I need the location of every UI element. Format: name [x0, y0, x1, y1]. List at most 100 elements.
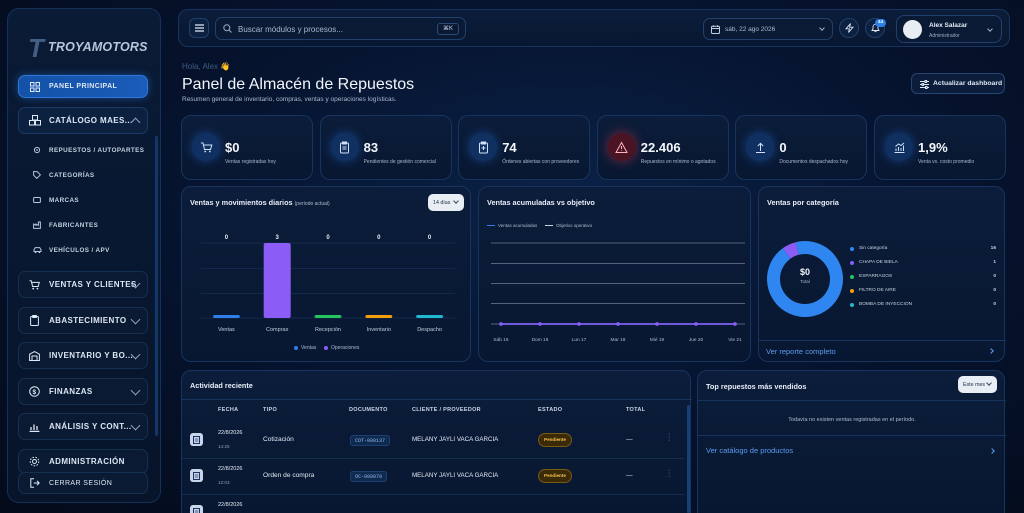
analytics-icon [28, 420, 41, 433]
grid-icon [28, 80, 41, 93]
divider [182, 399, 692, 400]
refresh-dashboard-button[interactable]: Actualizar dashboard [911, 73, 1005, 94]
top-parts-period-select[interactable]: Este mes [958, 376, 997, 393]
sidebar-item-label: FINANZAS [49, 387, 93, 396]
view-report-label: Ver reporte completo [766, 347, 836, 356]
sidebar-group-finanzas[interactable]: $ FINANZAS [18, 378, 148, 405]
legend-label: Operaciones [331, 345, 360, 351]
row-document[interactable]: COT-000137 [350, 435, 391, 446]
data-point[interactable] [694, 322, 698, 326]
quick-actions-button[interactable] [839, 18, 859, 38]
chevron-down-icon [130, 420, 141, 431]
sidebar-subitem-vehiculos[interactable]: VEHÍCULOS / APV [33, 243, 110, 257]
legend-label: Ventas acumuladas [498, 223, 538, 228]
brand-logo[interactable]: T TROYAMOTORS [26, 29, 148, 63]
upload-icon [746, 133, 775, 161]
legend-dot [850, 275, 854, 279]
logo-mark: T [28, 33, 44, 63]
sidebar-item-panel-principal[interactable]: PANEL PRINCIPAL [18, 75, 148, 98]
data-point[interactable] [538, 322, 542, 326]
table-scrollbar[interactable] [687, 405, 690, 513]
kpi-value: 1,9% [918, 140, 948, 155]
kpi-label: Repuestos en mínimo o agotados [640, 159, 716, 165]
sidebar-subitem-fabricantes[interactable]: FABRICANTES [33, 218, 98, 232]
bar[interactable] [212, 315, 240, 318]
view-catalog-link[interactable]: Ver catálogo de productos [706, 446, 793, 455]
row-divider [182, 458, 684, 459]
search-input[interactable] [238, 21, 438, 37]
data-point[interactable] [733, 322, 737, 326]
bar[interactable] [416, 315, 444, 318]
kpi-value: 0 [779, 140, 787, 155]
data-point[interactable] [499, 322, 503, 326]
calendar-icon [711, 25, 720, 34]
pie-slice[interactable] [782, 242, 799, 259]
sliders-icon [920, 80, 929, 89]
bar-value-label: 3 [276, 235, 280, 241]
sidebar-subitem-marcas[interactable]: MARCAS [33, 193, 79, 207]
cumulative-sales-card: Ventas acumuladas vs objetivo Ventas acu… [478, 186, 751, 362]
dollar-icon: $ [28, 385, 41, 398]
sidebar-group-abastecimiento[interactable]: ABASTECIMIENTO [18, 307, 148, 334]
view-report-link[interactable]: Ver reporte completo [766, 347, 836, 356]
sidebar-item-label: VENTAS Y CLIENTES [49, 280, 137, 289]
category-count: 0 [993, 274, 996, 279]
data-point[interactable] [577, 322, 581, 326]
bar[interactable] [263, 243, 291, 318]
menu-toggle-button[interactable] [189, 18, 209, 38]
row-time: 14:25 [218, 444, 230, 449]
row-type: Orden de compra [263, 472, 315, 479]
logout-button[interactable]: CERRAR SESIÓN [18, 472, 148, 494]
kpi-label: Pendientes de gestión comercial [363, 159, 436, 165]
logo-text: TROYAMOTORS [48, 40, 148, 54]
shortcut-hint: ⌘K [436, 23, 459, 35]
pie-slice[interactable] [767, 241, 843, 317]
row-actions-icon[interactable]: · · · [668, 467, 671, 480]
legend-dot [850, 289, 854, 293]
daily-bar-chart: 0 Ventas 3 Compras 0 Recepción 0 Inventario 0 Des… [201, 235, 455, 333]
legend-dot [850, 247, 854, 251]
sidebar-group-catalogo[interactable]: CATÁLOGO MAES... [18, 107, 148, 134]
sidebar-group-administracion[interactable]: ADMINISTRACIÓN [18, 449, 148, 474]
donut-center-value: $0 [799, 267, 810, 277]
category-name: FILTRO DE AIRE [859, 288, 896, 293]
kpi-card: $0 Ventas registradas hoy [181, 115, 313, 180]
row-document[interactable]: OC-000079 [350, 471, 388, 482]
data-point[interactable] [616, 322, 620, 326]
user-menu[interactable]: Alex Salazar Administrador [896, 15, 1002, 43]
x-tick-label: Vie 21 [728, 337, 742, 343]
trend-icon [885, 133, 913, 161]
x-tick-label: Mar 18 [611, 337, 626, 343]
sidebar-group-ventas[interactable]: VENTAS Y CLIENTES [18, 271, 148, 298]
legend-line [545, 225, 553, 226]
sidebar-scrollbar[interactable] [155, 136, 158, 436]
bar[interactable] [365, 315, 393, 318]
row-actions-icon[interactable]: · · · [668, 431, 671, 444]
period-select-value: 14 días [433, 199, 451, 206]
page-title: Panel de Almacén de Repuestos [182, 76, 415, 93]
logout-label: CERRAR SESIÓN [49, 479, 113, 487]
bar[interactable] [314, 315, 342, 318]
chevron-down-icon [987, 26, 993, 32]
sidebar-group-analisis[interactable]: ANÁLISIS Y CONT... [18, 413, 148, 440]
row-time: 12:03 [218, 480, 230, 485]
search-box[interactable]: ⌘K [215, 17, 466, 40]
sidebar-group-inventario[interactable]: INVENTARIO Y BO... [18, 342, 148, 369]
data-point[interactable] [655, 322, 659, 326]
category-count: 0 [993, 302, 996, 307]
x-tick-label: Dom 16 [532, 337, 549, 343]
kpi-label: Venta vs. costo promedio [918, 159, 975, 165]
kpi-value: 22.406 [640, 140, 681, 155]
sidebar-subitem-categorias[interactable]: CATEGORÍAS [33, 168, 95, 182]
chevron-down-icon [819, 25, 825, 31]
warning-icon [607, 133, 636, 161]
x-tick-label: Inventario [367, 327, 391, 333]
period-select[interactable]: 14 días [428, 194, 464, 211]
sidebar-subitem-repuestos[interactable]: REPUESTOS / AUTOPARTES [33, 143, 144, 157]
kpi-card: 22.406 Repuestos en mínimo o agotados [596, 115, 729, 180]
row-divider [182, 494, 684, 495]
date-picker[interactable]: sáb, 22 ago 2026 [703, 18, 833, 40]
x-tick-label: Sáb 15 [493, 337, 509, 343]
legend-ventas: Ventas [294, 345, 316, 351]
cart-icon [192, 133, 220, 161]
